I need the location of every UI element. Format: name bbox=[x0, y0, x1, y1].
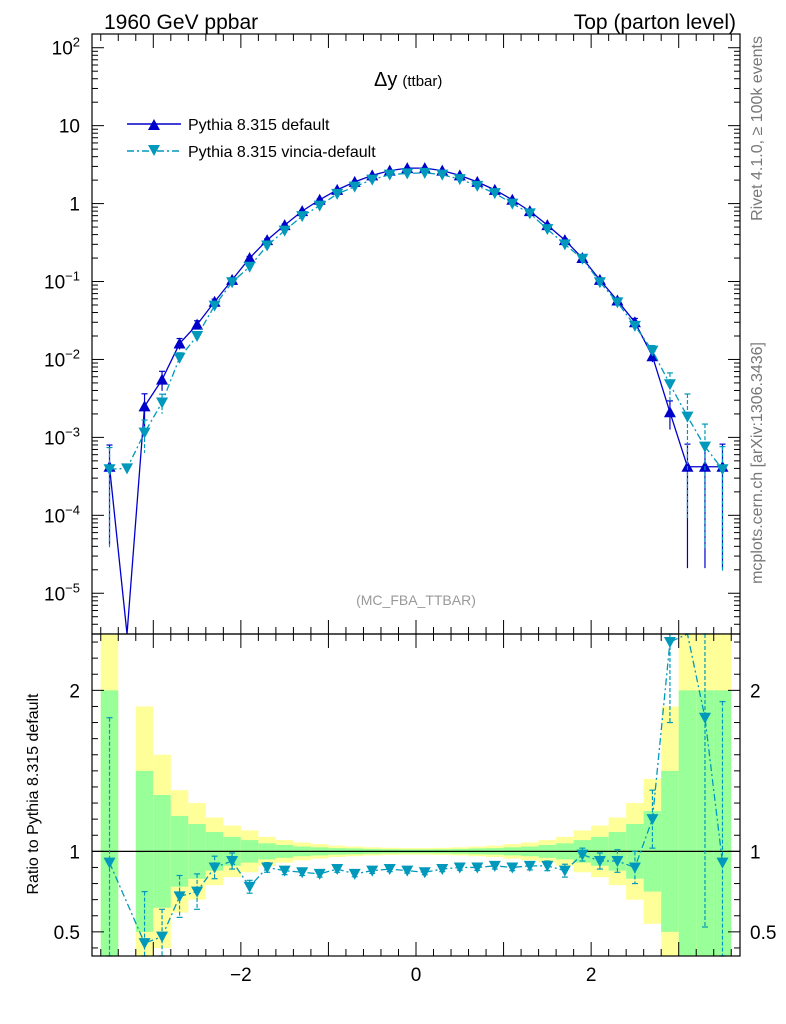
uncertainty-band-green bbox=[679, 690, 697, 956]
ratio-y-tick-label-right: 1 bbox=[750, 842, 761, 863]
ratio-y-tick-label-right: 2 bbox=[750, 681, 761, 702]
header-right-label: Top (parton level) bbox=[574, 11, 736, 34]
plot-title-suffix: (ttbar) bbox=[402, 73, 442, 90]
y-tick-label: 10−2 bbox=[44, 346, 80, 371]
ratio-data-point bbox=[559, 866, 571, 877]
legend-default-label: Pythia 8.315 default bbox=[188, 117, 330, 134]
ratio-y-axis-label: Ratio to Pythia 8.315 default bbox=[25, 693, 42, 895]
data-point bbox=[296, 211, 308, 222]
data-point bbox=[174, 353, 186, 364]
data-point bbox=[244, 262, 256, 273]
data-point bbox=[139, 400, 151, 411]
ratio-data-point bbox=[664, 637, 676, 648]
x-tick-label: −2 bbox=[230, 965, 252, 986]
data-point bbox=[139, 428, 151, 439]
ratio-data-point bbox=[244, 882, 256, 893]
ratio-y-tick-label: 0.5 bbox=[54, 923, 80, 944]
data-point bbox=[191, 319, 203, 330]
data-point bbox=[664, 379, 676, 390]
data-point bbox=[314, 201, 326, 212]
ratio-panel: 0.5 0.5 1 1 2 2 −2 0 2 bbox=[54, 634, 777, 986]
y-tick-label: 10−4 bbox=[44, 502, 80, 527]
plot-title: Δy (ttbar) bbox=[374, 69, 442, 91]
plot-canvas: 1960 GeV ppbar Top (parton level) Rivet … bbox=[0, 0, 786, 1024]
y-tick-label: 102 bbox=[52, 35, 80, 60]
data-point bbox=[646, 346, 658, 357]
legend-vincia-label: Pythia 8.315 vincia-default bbox=[188, 144, 376, 161]
y-tick-label: 10−3 bbox=[44, 424, 80, 449]
ratio-data-point bbox=[436, 864, 448, 875]
data-point bbox=[156, 398, 168, 409]
data-point bbox=[349, 182, 361, 193]
y-tick-label: 10−5 bbox=[44, 580, 80, 605]
header-left-label: 1960 GeV ppbar bbox=[104, 11, 258, 34]
source-label: mcplots.cern.ch [arXiv:1306.3436] bbox=[749, 342, 766, 584]
y-tick-label: 10−1 bbox=[44, 269, 80, 294]
ratio-frame bbox=[92, 634, 740, 956]
ratio-data-point bbox=[349, 869, 361, 880]
data-point bbox=[261, 240, 273, 251]
y-tick-label: 10 bbox=[59, 117, 80, 138]
legend: Pythia 8.315 default Pythia 8.315 vincia… bbox=[127, 117, 376, 161]
y-tick-label: 1 bbox=[69, 195, 80, 216]
ratio-y-tick-label-right: 0.5 bbox=[750, 923, 776, 944]
data-point bbox=[121, 463, 133, 474]
data-point bbox=[699, 442, 711, 453]
series-line-0 bbox=[110, 168, 723, 634]
data-point bbox=[191, 331, 203, 342]
x-tick-label: 0 bbox=[411, 965, 422, 986]
ratio-data-point bbox=[506, 862, 518, 873]
analysis-watermark: (MC_FBA_TTBAR) bbox=[356, 592, 476, 608]
ratio-data-point bbox=[261, 862, 273, 873]
rivet-version-label: Rivet 4.1.0, ≥ 100k events bbox=[749, 36, 766, 221]
data-point bbox=[156, 374, 168, 385]
ratio-data-point bbox=[419, 867, 431, 878]
data-point bbox=[664, 406, 676, 417]
plot-title-main: Δy bbox=[374, 69, 397, 91]
x-tick-label: 2 bbox=[586, 965, 597, 986]
ratio-y-tick-label: 2 bbox=[69, 681, 80, 702]
ratio-data-point bbox=[314, 869, 326, 880]
data-point bbox=[681, 412, 693, 423]
ratio-y-tick-label: 1 bbox=[69, 842, 80, 863]
ratio-data-point bbox=[296, 867, 308, 878]
